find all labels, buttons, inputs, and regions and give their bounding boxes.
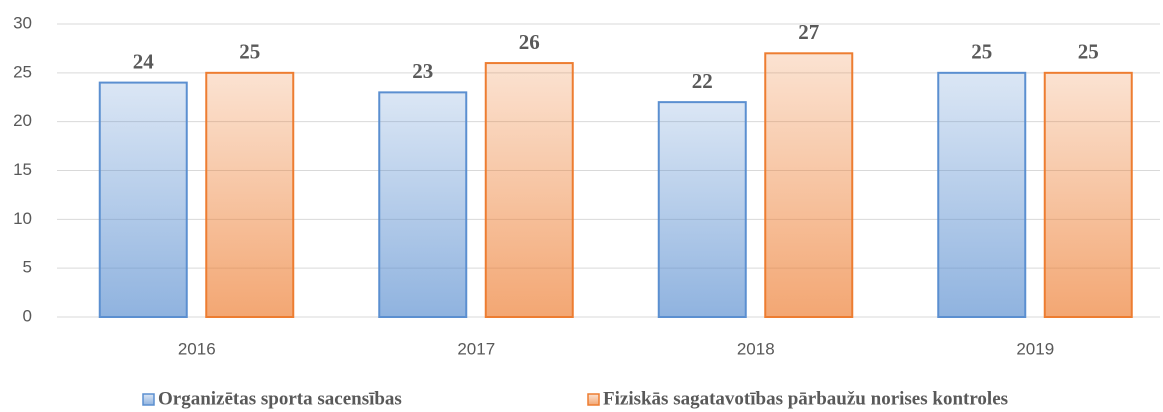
x-tick-label: 2017	[457, 339, 495, 358]
data-label: 27	[798, 20, 819, 44]
legend-label: Fiziskās sagatavotības pārbaužu norises …	[603, 388, 1008, 409]
y-tick-label: 15	[13, 160, 32, 179]
x-tick-label: 2018	[737, 339, 775, 358]
data-label: 25	[971, 40, 992, 64]
legend-swatch	[587, 393, 600, 406]
data-label: 25	[239, 40, 260, 64]
y-tick-label: 30	[13, 13, 32, 32]
data-label: 23	[412, 59, 433, 83]
bar	[937, 71, 1027, 319]
y-tick-label: 20	[13, 111, 32, 130]
y-tick-label: 25	[13, 62, 32, 81]
y-tick-label: 5	[23, 258, 32, 277]
y-tick-label: 0	[23, 306, 32, 325]
legend-label: Organizētas sporta sacensības	[158, 388, 402, 409]
y-tick-label: 10	[13, 209, 32, 228]
bar	[657, 101, 747, 318]
bar	[205, 71, 295, 319]
bar	[764, 52, 854, 319]
data-label: 22	[692, 69, 713, 93]
legend-swatch	[142, 393, 155, 406]
bar	[1043, 71, 1133, 319]
data-label: 25	[1078, 40, 1099, 64]
bar	[378, 91, 468, 318]
x-tick-label: 2016	[178, 339, 216, 358]
data-label: 24	[133, 49, 155, 73]
bar	[484, 62, 574, 318]
x-tick-label: 2019	[1016, 339, 1054, 358]
bar	[98, 81, 188, 318]
data-label: 26	[519, 30, 540, 54]
